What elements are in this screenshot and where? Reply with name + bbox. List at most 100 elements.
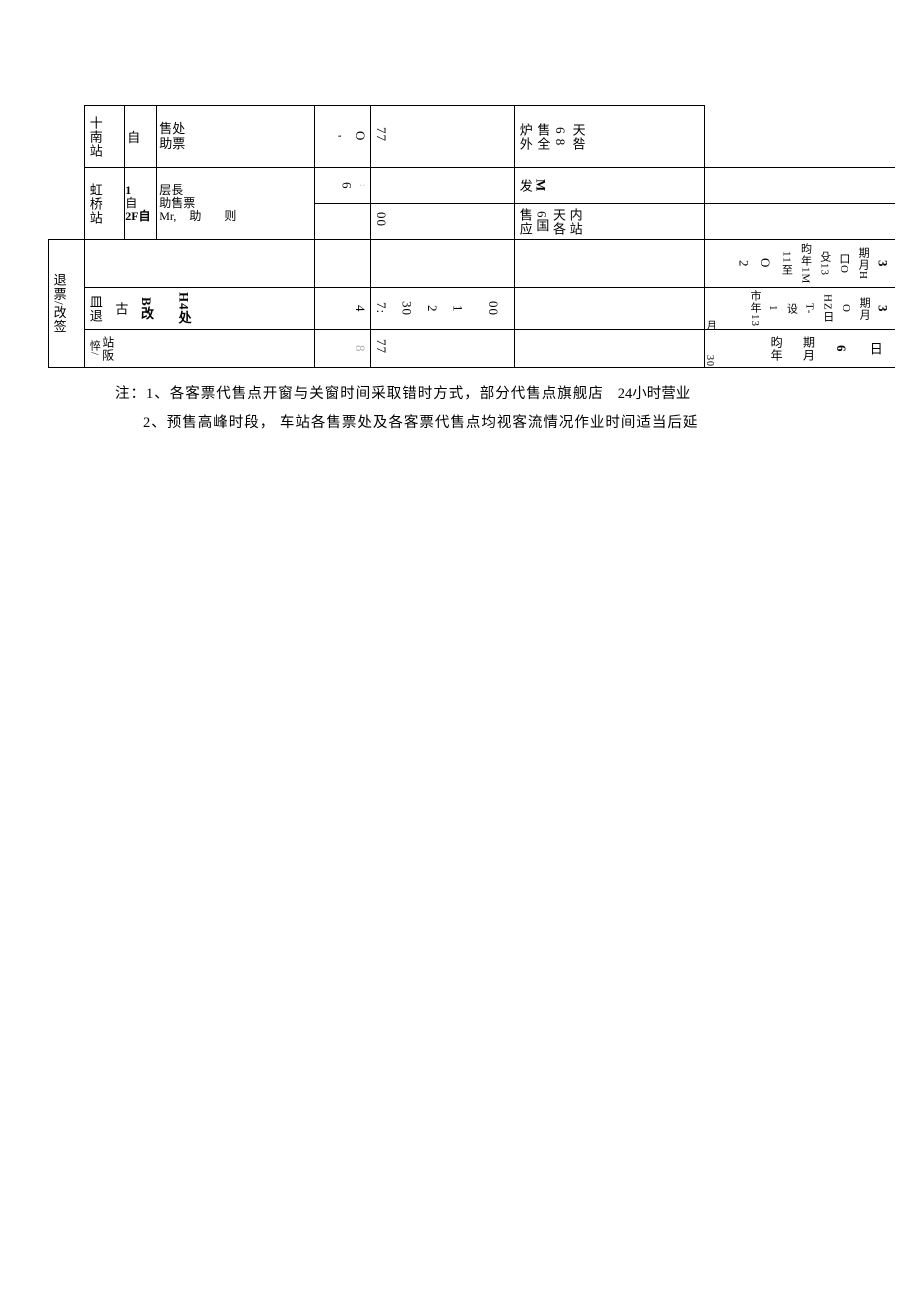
- cell: 2 O 11至 昀年1M 殳13 口O 期月H 3: [705, 240, 895, 288]
- cell-text: 30: [399, 301, 415, 316]
- cell-text: 6 8: [552, 127, 568, 146]
- cell: 77: [371, 330, 515, 368]
- cell: 售应 6国 天各 内站: [515, 204, 705, 240]
- cell-text: 3: [875, 260, 891, 268]
- station-label: 虹桥站: [87, 183, 103, 225]
- cell-inner: 售应 6国 天各 内站: [517, 206, 702, 237]
- note-text: 2、预售高峰时段， 车站各售票处及各客票代售点均视客流情况作业时间适当后延: [143, 415, 698, 431]
- cell-text: 天咎: [570, 123, 586, 151]
- cell-text: B改: [138, 297, 154, 321]
- cell-empty: [49, 106, 85, 240]
- cell-text: 1: [766, 305, 779, 312]
- cell-text: 炉外: [517, 123, 533, 151]
- cell-inner: 炉外 售全 6 8 天咎: [517, 108, 702, 165]
- cell: 00: [371, 204, 515, 240]
- schedule-table: 十南站 自 售处 助票 ' O 77 炉外 售全 6 8 天咎: [48, 105, 895, 368]
- cell: 月 市年13 1 设 T- HZ日 O 期月 3: [705, 288, 895, 330]
- cell-text: 6: [834, 345, 850, 353]
- cell: 30 昀年 期月 6 日: [705, 330, 895, 368]
- cell-text: 2: [424, 305, 440, 313]
- cell-inner: 2 O 11至 昀年1M 殳13 口O 期月H 3: [707, 242, 893, 285]
- cell-text: :: [357, 184, 368, 188]
- cell-text: 1: [125, 184, 131, 197]
- cell-text: 00: [373, 212, 389, 227]
- cell-empty: [515, 288, 705, 330]
- cell-text-part: 则: [224, 209, 236, 223]
- cell-text: 层長: [159, 184, 183, 197]
- cell-station: 虹桥站: [85, 168, 125, 240]
- cell-text: 天各: [550, 208, 566, 236]
- page-root: 十南站 自 售处 助票 ' O 77 炉外 售全 6 8 天咎: [0, 105, 920, 438]
- cell-text: 30: [703, 355, 715, 367]
- cell-inner: 6 :: [317, 170, 368, 201]
- table-row: 悴/ 站阪 8 77 30 昀年 期月 6 日: [49, 330, 895, 368]
- cell-inner: 发 M: [517, 170, 702, 201]
- cell-text: 6国: [534, 211, 550, 233]
- station-label: 十南站: [87, 116, 103, 158]
- cell-text: H4处: [176, 292, 192, 325]
- cell-text: 售应: [517, 208, 533, 236]
- note-label: 注：: [115, 380, 146, 409]
- cell-text: 昀年: [769, 336, 783, 362]
- cell-text: 6: [339, 182, 355, 190]
- table-row: 虹桥站 1 自 2F自 层長 助售票 Mr, 助 则 6 :: [49, 168, 895, 204]
- cell-stack: 1 自 2F自: [125, 184, 156, 224]
- cell-inner: 4: [317, 290, 368, 327]
- cell-text: 设: [784, 303, 797, 315]
- cell-text: 4: [353, 305, 369, 313]
- cell-text: 2F自: [125, 210, 150, 223]
- cell-text: 皿退: [87, 295, 103, 323]
- cell-empty: [371, 240, 515, 288]
- cell-text: ': [329, 135, 345, 138]
- cell-text: M: [533, 179, 549, 192]
- cell-text: 2: [736, 260, 752, 268]
- note-line-1: 注：1、各客票代售点开窗与关窗时间采取错时方式，部分代售点旗舰店24小时营业: [115, 380, 920, 409]
- cell-inner: 8: [317, 332, 368, 365]
- cell-text-part: Mr,: [159, 209, 176, 223]
- cell: 发 M: [515, 168, 705, 204]
- table-row: 退票/改签 2 O 11至 昀年1M 殳13 口O 期月H 3: [49, 240, 895, 288]
- notes-block: 注：1、各客票代售点开窗与关窗时间采取错时方式，部分代售点旗舰店24小时营业 2…: [115, 380, 920, 438]
- cell-text: Mr, 助 则: [159, 210, 236, 223]
- cell-text: 00: [486, 301, 502, 316]
- cell-empty: [705, 204, 895, 240]
- cell-inner: 7: 30 2 1 00: [373, 290, 512, 327]
- cell: 皿退 古 B改 H4处: [85, 288, 315, 330]
- cell-text: 殳13: [818, 251, 831, 276]
- cell: 6 :: [315, 168, 371, 204]
- cell-text: 1: [450, 305, 466, 313]
- cell-text: 77: [373, 127, 389, 142]
- cell-text: 期月: [801, 336, 815, 362]
- cell-text: 口O: [837, 253, 850, 274]
- cell-text: 77: [373, 339, 389, 354]
- note-line-2: 2、预售高峰时段， 车站各售票处及各客票代售点均视客流情况作业时间适当后延: [143, 409, 920, 438]
- cell: 77: [371, 106, 515, 168]
- table-row: 十南站 自 售处 助票 ' O 77 炉外 售全 6 8 天咎: [49, 106, 895, 168]
- note-text: 1、各客票代售点开窗与关窗时间采取错时方式，部分代售点旗舰店: [146, 386, 604, 402]
- cell-stack: 售处 助票: [159, 122, 312, 151]
- cell-text: 自: [127, 130, 140, 145]
- cell-text: 11至: [779, 251, 792, 276]
- cell: 7: 30 2 1 00: [371, 288, 515, 330]
- cell-empty: [515, 330, 705, 368]
- cell-text: 助票: [159, 137, 185, 151]
- cell-inner: 悴/ 站阪: [87, 332, 312, 365]
- cell-text: 日: [867, 342, 883, 356]
- category-label: 退票/改签: [51, 273, 67, 334]
- cell-inner: 月 市年13 1 设 T- HZ日 O 期月 3: [707, 290, 893, 327]
- cell-text: O: [839, 304, 852, 313]
- cell-text: T-: [802, 303, 815, 314]
- cell-text: 悴/: [87, 340, 100, 356]
- cell: 悴/ 站阪: [85, 330, 315, 368]
- cell-empty: [315, 240, 371, 288]
- cell-text: 发: [517, 179, 533, 193]
- cell-inner: 皿退 古 B改 H4处: [87, 290, 312, 327]
- cell: 层長 助售票 Mr, 助 则: [157, 168, 315, 240]
- table-row: 皿退 古 B改 H4处 4 7: 30 2 1 00 月 市年13: [49, 288, 895, 330]
- cell-text: 期月: [857, 297, 870, 321]
- cell-text: 昀年1M: [798, 243, 811, 284]
- cell-empty: [705, 168, 895, 204]
- cell-text: 3: [875, 305, 891, 313]
- cell: 8: [315, 330, 371, 368]
- cell-empty: [705, 106, 895, 168]
